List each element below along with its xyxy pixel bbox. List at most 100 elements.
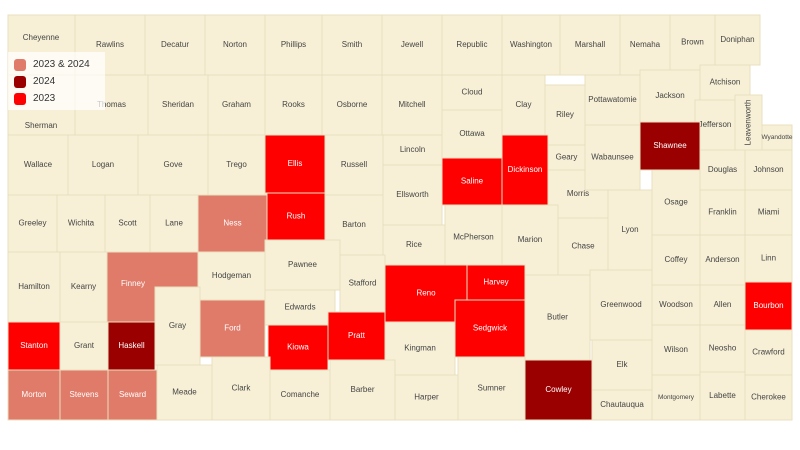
county-shape[interactable]	[67, 134, 139, 196]
county-kearny[interactable]: Kearny	[59, 251, 108, 323]
county-shape[interactable]	[149, 194, 199, 253]
county-shape[interactable]	[699, 284, 746, 326]
county-shape[interactable]	[694, 99, 736, 151]
county-seward[interactable]: Seward	[107, 369, 158, 421]
county-shape[interactable]	[441, 109, 503, 159]
county-russell[interactable]: Russell	[324, 134, 384, 196]
county-shape[interactable]	[589, 269, 653, 341]
county-shape[interactable]	[59, 369, 109, 421]
county-reno[interactable]: Reno	[384, 264, 468, 323]
county-pawnee[interactable]: Pawnee	[264, 239, 341, 291]
county-barber[interactable]: Barber	[329, 359, 396, 421]
county-shape[interactable]	[156, 364, 213, 421]
county-shape[interactable]	[501, 74, 546, 136]
county-mitchell[interactable]: Mitchell	[381, 74, 443, 136]
county-osage[interactable]: Osage	[651, 169, 701, 236]
county-shape[interactable]	[441, 157, 503, 206]
county-douglas[interactable]: Douglas	[699, 149, 746, 191]
county-scott[interactable]: Scott	[104, 194, 151, 253]
county-gove[interactable]: Gove	[137, 134, 209, 196]
county-shape[interactable]	[651, 374, 701, 421]
county-gray[interactable]: Gray	[154, 286, 201, 366]
county-shape[interactable]	[7, 369, 61, 421]
county-shape[interactable]	[137, 134, 209, 196]
county-pratt[interactable]: Pratt	[327, 311, 386, 361]
county-smith[interactable]: Smith	[321, 14, 383, 76]
county-lane[interactable]: Lane	[149, 194, 199, 253]
county-rice[interactable]: Rice	[382, 224, 446, 266]
county-shape[interactable]	[107, 369, 158, 421]
county-ness[interactable]: Ness	[197, 194, 268, 253]
county-shape[interactable]	[381, 74, 443, 136]
county-brown[interactable]: Brown	[669, 14, 716, 71]
county-crawford[interactable]: Crawford	[744, 329, 793, 376]
county-shape[interactable]	[651, 169, 701, 236]
county-clark[interactable]: Clark	[211, 356, 271, 421]
county-jefferson[interactable]: Jefferson	[694, 99, 736, 151]
county-rush[interactable]: Rush	[266, 192, 326, 241]
county-shape[interactable]	[744, 149, 793, 191]
county-shape[interactable]	[744, 189, 793, 236]
county-bourbon[interactable]: Bourbon	[744, 281, 793, 331]
county-meade[interactable]: Meade	[156, 364, 213, 421]
county-rooks[interactable]: Rooks	[264, 74, 323, 136]
county-coffey[interactable]: Coffey	[651, 234, 701, 286]
county-shape[interactable]	[547, 144, 586, 171]
county-shape[interactable]	[639, 121, 701, 171]
county-stevens[interactable]: Stevens	[59, 369, 109, 421]
county-shape[interactable]	[557, 217, 609, 276]
county-linn[interactable]: Linn	[744, 234, 793, 283]
county-decatur[interactable]: Decatur	[144, 14, 206, 76]
county-grant[interactable]: Grant	[59, 321, 109, 371]
county-shape[interactable]	[59, 321, 109, 371]
county-shape[interactable]	[699, 64, 751, 101]
county-shape[interactable]	[7, 251, 61, 323]
county-shape[interactable]	[441, 74, 503, 111]
county-sheridan[interactable]: Sheridan	[147, 74, 209, 136]
county-shape[interactable]	[734, 94, 763, 151]
county-shape[interactable]	[651, 234, 701, 286]
county-anderson[interactable]: Anderson	[699, 234, 746, 286]
county-stanton[interactable]: Stanton	[7, 321, 61, 371]
county-riley[interactable]: Riley	[544, 84, 586, 146]
county-shape[interactable]	[264, 74, 323, 136]
county-cloud[interactable]: Cloud	[441, 74, 503, 111]
county-greenwood[interactable]: Greenwood	[589, 269, 653, 341]
county-lyon[interactable]: Lyon	[607, 189, 653, 271]
county-ellsworth[interactable]: Ellsworth	[382, 164, 443, 226]
county-sumner[interactable]: Sumner	[457, 356, 526, 421]
county-shawnee[interactable]: Shawnee	[639, 121, 701, 171]
county-atchison[interactable]: Atchison	[699, 64, 751, 101]
county-sedgwick[interactable]: Sedgwick	[454, 299, 526, 358]
county-allen[interactable]: Allen	[699, 284, 746, 326]
county-leavenworth[interactable]: Leavenworth	[734, 94, 763, 151]
county-shape[interactable]	[327, 311, 386, 361]
county-jewell[interactable]: Jewell	[381, 14, 443, 76]
county-morton[interactable]: Morton	[7, 369, 61, 421]
county-nemaha[interactable]: Nemaha	[619, 14, 671, 76]
county-shape[interactable]	[339, 254, 386, 313]
county-shape[interactable]	[382, 134, 443, 166]
county-wilson[interactable]: Wilson	[651, 324, 701, 376]
county-montgomery[interactable]: Montgomery	[651, 374, 701, 421]
county-shape[interactable]	[269, 369, 331, 421]
county-shape[interactable]	[384, 264, 468, 323]
county-shape[interactable]	[264, 239, 341, 291]
county-shape[interactable]	[744, 374, 793, 421]
county-haskell[interactable]: Haskell	[107, 321, 156, 371]
county-greeley[interactable]: Greeley	[7, 194, 58, 253]
county-geary[interactable]: Geary	[547, 144, 586, 171]
county-hodgeman[interactable]: Hodgeman	[197, 251, 266, 301]
county-shape[interactable]	[329, 359, 396, 421]
county-franklin[interactable]: Franklin	[699, 189, 746, 236]
county-shape[interactable]	[744, 329, 793, 376]
county-wabaunsee[interactable]: Wabaunsee	[584, 124, 641, 191]
county-shape[interactable]	[559, 14, 621, 76]
county-osborne[interactable]: Osborne	[321, 74, 383, 136]
county-shape[interactable]	[669, 14, 716, 71]
county-shape[interactable]	[714, 14, 761, 66]
county-shape[interactable]	[699, 189, 746, 236]
county-pottawatomie[interactable]: Pottawatomie	[584, 74, 641, 126]
county-shape[interactable]	[444, 204, 503, 271]
county-shape[interactable]	[204, 14, 266, 76]
